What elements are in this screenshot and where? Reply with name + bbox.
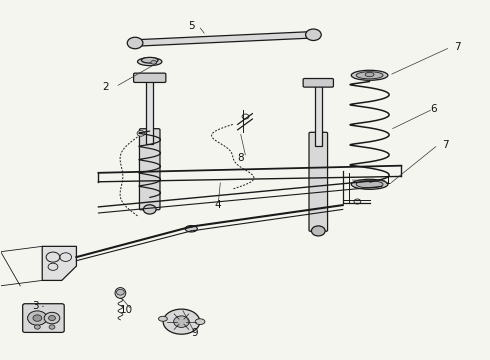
Text: 1: 1 [384,176,391,186]
FancyBboxPatch shape [309,132,328,231]
Ellipse shape [115,288,126,298]
Ellipse shape [351,70,388,80]
Circle shape [117,289,124,295]
Bar [147,76,153,144]
Circle shape [33,315,42,321]
Text: 7: 7 [454,42,461,52]
Polygon shape [135,32,314,46]
Circle shape [34,325,40,329]
Text: 10: 10 [120,305,133,315]
Text: 9: 9 [192,328,198,338]
Ellipse shape [163,309,200,334]
Ellipse shape [356,72,383,79]
Ellipse shape [351,179,388,189]
Text: 3: 3 [32,301,39,311]
Circle shape [137,131,145,136]
Circle shape [173,316,189,327]
Ellipse shape [138,58,162,66]
Bar [315,81,322,146]
Circle shape [306,29,321,41]
Text: 8: 8 [237,153,244,163]
Circle shape [127,37,143,49]
FancyBboxPatch shape [134,73,166,82]
Ellipse shape [185,226,197,232]
Circle shape [27,311,47,325]
FancyBboxPatch shape [140,129,160,210]
Ellipse shape [356,181,383,188]
Ellipse shape [365,72,374,77]
FancyBboxPatch shape [303,78,333,87]
Circle shape [44,312,60,324]
Circle shape [354,199,361,204]
Ellipse shape [195,319,205,324]
Text: 2: 2 [102,82,109,92]
Ellipse shape [142,57,158,63]
Text: 5: 5 [188,21,195,31]
FancyBboxPatch shape [23,304,64,332]
Ellipse shape [159,316,167,321]
Text: 6: 6 [430,104,437,114]
Ellipse shape [151,60,157,64]
Circle shape [49,325,55,329]
Polygon shape [42,246,76,280]
Text: 4: 4 [215,200,221,210]
Circle shape [312,226,325,236]
Circle shape [144,205,156,214]
Text: 7: 7 [442,140,449,150]
Circle shape [49,316,55,320]
